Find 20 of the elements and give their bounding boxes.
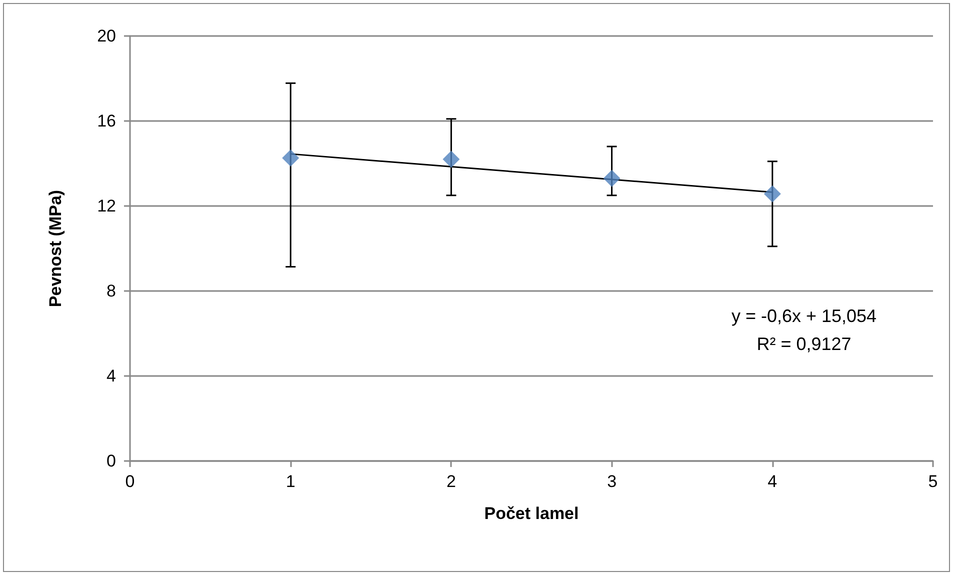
y-axis-title: Pevnost (MPa) — [46, 190, 65, 308]
x-tick-label: 5 — [928, 472, 938, 491]
x-tick-label: 0 — [125, 472, 135, 491]
y-tick-label: 0 — [106, 452, 116, 470]
y-tick-label: 12 — [97, 196, 116, 216]
x-tick-label: 3 — [607, 472, 617, 491]
x-tick-label: 2 — [446, 472, 456, 491]
annotation: R² = 0,9127 — [756, 334, 852, 354]
y-tick-label: 16 — [97, 112, 116, 130]
y-tick-label: 4 — [106, 366, 116, 386]
annotation: y = -0,6x + 15,054 — [731, 306, 877, 326]
point — [282, 149, 300, 166]
point — [764, 185, 781, 202]
x-tick-label: 4 — [768, 472, 778, 491]
point — [603, 170, 620, 187]
x-axis-title: Počet lamel — [484, 504, 579, 523]
y-tick-label: 20 — [97, 26, 116, 46]
x-tick-label: 1 — [286, 472, 296, 491]
y-tick-label: 8 — [106, 282, 116, 300]
point — [442, 150, 460, 168]
